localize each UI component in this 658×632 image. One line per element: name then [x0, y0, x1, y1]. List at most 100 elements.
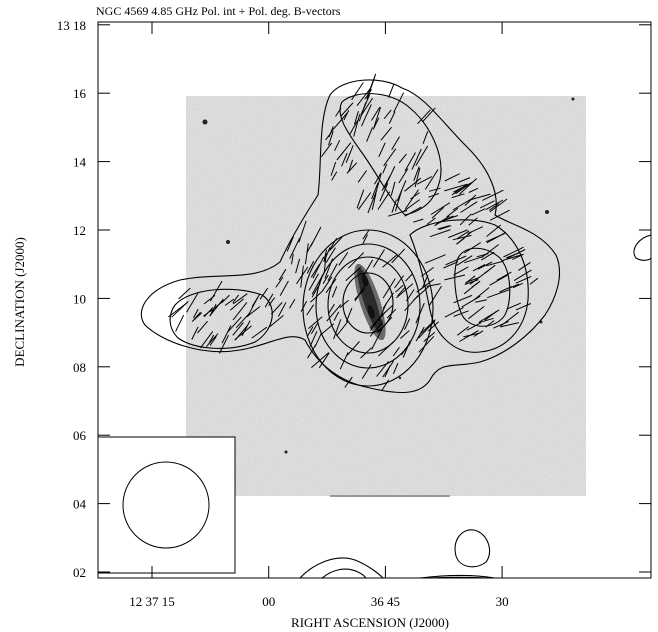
b-vector — [345, 266, 362, 281]
b-vector — [311, 273, 324, 295]
b-vector — [381, 175, 391, 191]
beam-ellipse — [122, 461, 210, 549]
b-vector — [312, 256, 325, 279]
b-vector — [377, 191, 391, 210]
b-vector — [376, 361, 389, 377]
b-vector — [418, 335, 435, 353]
b-vector — [360, 94, 371, 116]
b-vector — [426, 217, 436, 225]
b-vector — [378, 341, 395, 357]
y-tick-label: 08 — [73, 360, 86, 375]
b-vector — [366, 127, 373, 142]
b-vector — [382, 254, 397, 268]
b-vector — [371, 328, 383, 350]
contour-right-lobe — [409, 219, 529, 353]
b-vector — [232, 293, 248, 305]
b-vector — [477, 261, 493, 270]
b-vector — [429, 229, 451, 238]
b-vector — [178, 287, 191, 300]
plot-frame — [97, 21, 652, 579]
b-vector — [245, 306, 261, 318]
b-vector — [499, 322, 520, 328]
b-vector — [428, 187, 441, 192]
b-vector — [362, 230, 370, 240]
b-vector — [392, 347, 400, 357]
b-vector — [456, 230, 470, 240]
b-vector — [300, 265, 304, 288]
b-vector — [489, 198, 508, 213]
b-vector — [468, 217, 478, 226]
b-vector — [413, 166, 420, 181]
b-vector — [496, 271, 512, 281]
b-vector — [506, 249, 526, 260]
b-vector — [343, 109, 350, 121]
b-vector — [417, 109, 431, 125]
b-vector — [298, 220, 307, 243]
b-vector — [404, 152, 416, 172]
figure-title: NGC 4569 4.85 GHz Pol. int + Pol. deg. B… — [96, 4, 341, 18]
b-vector — [278, 268, 287, 281]
b-vector — [421, 107, 436, 123]
b-vector — [486, 231, 507, 244]
b-vector — [347, 252, 365, 269]
b-vector — [402, 340, 411, 358]
b-vector — [209, 336, 217, 346]
optical-image — [186, 96, 586, 497]
b-vector — [322, 274, 329, 285]
b-vector — [209, 280, 223, 302]
b-vector — [453, 266, 469, 276]
b-vector — [307, 344, 317, 359]
b-vector — [270, 302, 283, 315]
b-vector — [456, 255, 473, 266]
b-vector — [444, 173, 460, 182]
b-vector — [453, 181, 473, 193]
b-vector — [275, 276, 284, 288]
b-vector — [349, 120, 359, 135]
b-vector — [356, 87, 372, 107]
b-vector — [289, 237, 301, 259]
b-vector — [512, 253, 524, 261]
b-vector — [374, 172, 382, 185]
b-vector — [308, 316, 323, 329]
b-vector — [414, 167, 421, 188]
b-vector — [347, 341, 360, 356]
b-vector — [397, 286, 407, 297]
b-vector — [291, 253, 294, 265]
b-vector — [360, 347, 372, 359]
b-vector — [306, 241, 314, 253]
b-vector — [333, 319, 342, 340]
b-vector — [471, 280, 481, 288]
b-vector — [345, 145, 354, 163]
b-vector — [391, 199, 397, 213]
b-vector — [382, 292, 395, 309]
foreground-stars — [202, 97, 575, 454]
b-vector — [486, 224, 502, 237]
b-vector — [277, 302, 287, 317]
b-vector — [458, 177, 471, 183]
b-vector — [354, 283, 367, 302]
b-vector — [345, 307, 353, 323]
b-vector — [390, 181, 396, 196]
contour-left-lobe — [169, 288, 273, 349]
b-vector — [193, 311, 201, 321]
b-vector — [300, 300, 308, 312]
b-vector — [502, 253, 524, 261]
b-vector — [424, 169, 439, 190]
y-tick-label: 16 — [73, 86, 87, 101]
b-vector — [379, 183, 389, 202]
b-vector — [322, 276, 333, 291]
b-vector — [361, 97, 374, 115]
b-vector — [481, 251, 495, 261]
b-vector — [335, 107, 342, 117]
x-axis-label: RIGHT ASCENSION (J2000) — [291, 615, 449, 630]
b-vector — [378, 142, 386, 158]
b-vector — [334, 139, 341, 151]
b-vector — [308, 273, 319, 291]
b-vector — [364, 89, 373, 100]
b-vector — [373, 106, 382, 128]
b-vector — [404, 206, 422, 217]
b-vector — [191, 312, 203, 322]
b-vector — [445, 255, 467, 266]
b-vector — [251, 326, 268, 339]
b-vector — [475, 299, 488, 303]
